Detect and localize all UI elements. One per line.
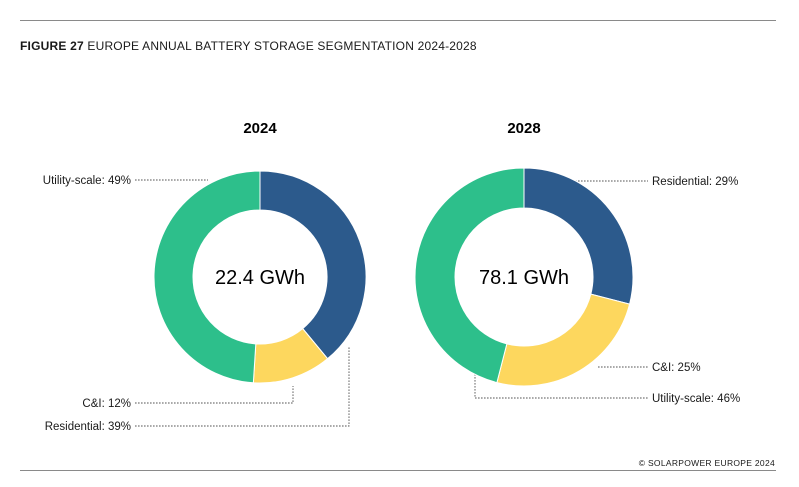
- slice-label-utility-scale-2028: Utility-scale: 46%: [652, 393, 740, 405]
- slice-ci-2028: [496, 293, 631, 387]
- donut-2024: 2024 22.4 GWh Residential: 39% C&I: 12% Util…: [43, 120, 367, 433]
- slice-utility-scale-2028: [414, 167, 525, 384]
- chart-title-2024: 2024: [243, 120, 277, 137]
- copyright-credit: © SOLARPOWER EUROPE 2024: [638, 458, 775, 468]
- figure-number: FIGURE 27: [20, 39, 84, 53]
- center-label-2028: 78.1 GWh: [479, 267, 569, 289]
- slice-utility-scale-2024: [153, 170, 261, 384]
- bottom-rule: [20, 470, 776, 471]
- center-label-2024: 22.4 GWh: [215, 267, 305, 289]
- donut-2028: 2028 78.1 GWh Residential: 29% C&I: 25% Util…: [414, 120, 740, 405]
- chart-title-2028: 2028: [507, 120, 540, 137]
- slice-label-ci-2024: C&I: 12%: [82, 398, 131, 410]
- top-rule: [20, 20, 776, 21]
- slice-label-ci-2028: C&I: 25%: [652, 362, 701, 374]
- slice-label-residential-2028: Residential: 29%: [652, 176, 738, 188]
- leader-line-residential-2024: [135, 346, 350, 427]
- slice-label-residential-2024: Residential: 39%: [45, 421, 131, 433]
- figure-title: FIGURE 27 EUROPE ANNUAL BATTERY STORAGE …: [20, 39, 477, 53]
- leader-line-ci-2024: [135, 386, 294, 404]
- slice-label-utility-scale-2024: Utility-scale: 49%: [43, 175, 131, 187]
- slice-residential-2024: [259, 170, 367, 360]
- figure-title-text: EUROPE ANNUAL BATTERY STORAGE SEGMENTATI…: [87, 39, 477, 53]
